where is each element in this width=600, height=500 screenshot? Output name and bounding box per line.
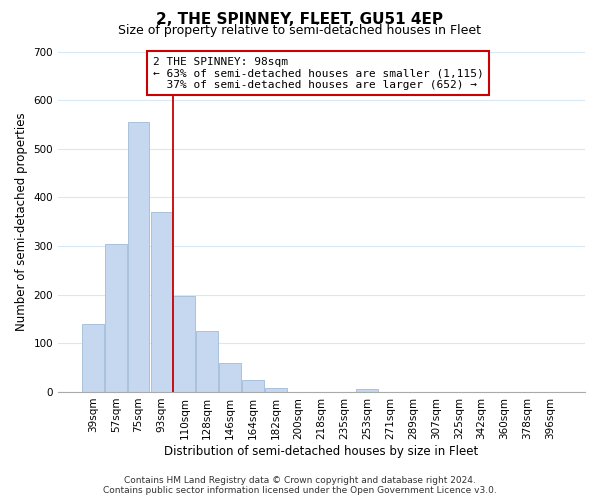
Text: 2 THE SPINNEY: 98sqm
← 63% of semi-detached houses are smaller (1,115)
  37% of : 2 THE SPINNEY: 98sqm ← 63% of semi-detac…	[153, 56, 484, 90]
Bar	[356, 388, 378, 392]
Text: 2, THE SPINNEY, FLEET, GU51 4EP: 2, THE SPINNEY, FLEET, GU51 4EP	[157, 12, 443, 28]
Bar	[82, 324, 104, 392]
Bar	[173, 296, 195, 392]
Bar	[105, 244, 127, 392]
Bar	[128, 122, 149, 392]
Text: Contains HM Land Registry data © Crown copyright and database right 2024.
Contai: Contains HM Land Registry data © Crown c…	[103, 476, 497, 495]
Bar	[242, 380, 264, 392]
Bar	[219, 363, 241, 392]
Bar	[265, 388, 287, 392]
Bar	[151, 212, 172, 392]
X-axis label: Distribution of semi-detached houses by size in Fleet: Distribution of semi-detached houses by …	[164, 444, 479, 458]
Bar	[196, 331, 218, 392]
Text: Size of property relative to semi-detached houses in Fleet: Size of property relative to semi-detach…	[119, 24, 482, 37]
Y-axis label: Number of semi-detached properties: Number of semi-detached properties	[15, 112, 28, 331]
